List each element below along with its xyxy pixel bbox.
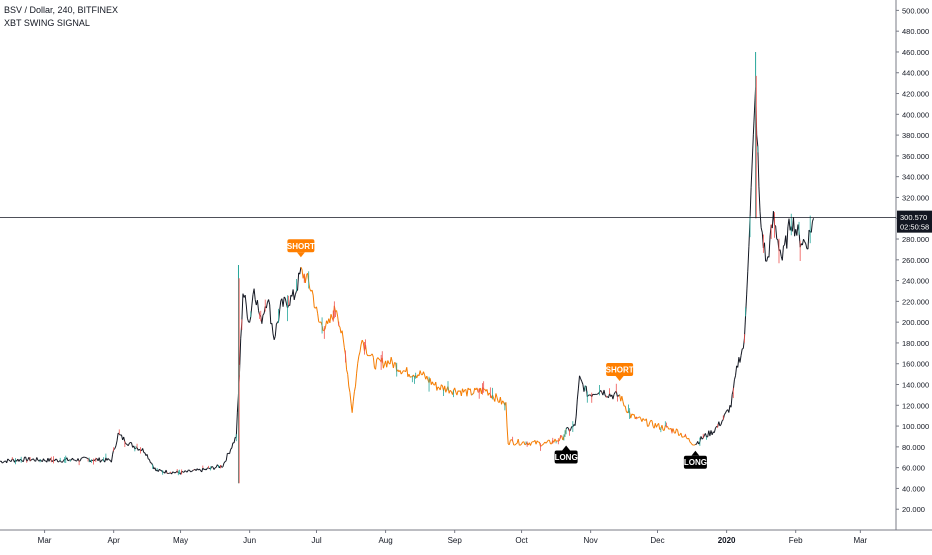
price-segment-long — [9, 460, 10, 461]
price-segment-long — [68, 460, 69, 461]
x-tick-label: 2020 — [718, 536, 736, 545]
y-tick-label: 180.000 — [902, 339, 929, 348]
signal-label-text: SHORT — [287, 242, 315, 251]
x-tick-label: Dec — [650, 536, 664, 545]
price-segment-long — [173, 472, 174, 473]
y-tick-label: 340.000 — [902, 173, 929, 182]
x-tick-label: Nov — [584, 536, 598, 545]
price-segment-long — [75, 460, 76, 461]
price-tag-value: 300.570 — [900, 213, 927, 222]
signal-label-text: LONG — [555, 453, 578, 462]
price-segment-short — [694, 444, 695, 445]
x-tick-label: Jun — [243, 536, 256, 545]
y-tick-label: 100.000 — [902, 422, 929, 431]
x-tick-label: Oct — [515, 536, 528, 545]
price-segment-long — [2, 462, 3, 463]
indicator-title[interactable]: XBT SWING SIGNAL — [4, 17, 118, 30]
price-segment-long — [175, 472, 176, 473]
x-tick-label: Aug — [378, 536, 392, 545]
chart-legend: BSV / Dollar, 240, BITFINEX XBT SWING SI… — [4, 4, 118, 30]
y-tick-label: 240.000 — [902, 277, 929, 286]
price-segment-short — [410, 377, 411, 378]
price-segment-short — [692, 445, 693, 446]
y-tick-label: 40.000 — [902, 484, 925, 493]
x-tick-label: Mar — [38, 536, 52, 545]
x-tick-label: Apr — [107, 536, 120, 545]
price-tag-countdown: 02:50:58 — [900, 223, 929, 232]
y-tick-label: 280.000 — [902, 235, 929, 244]
x-tick-label: Feb — [789, 536, 803, 545]
y-tick-label: 20.000 — [902, 505, 925, 514]
price-segment-short — [370, 355, 371, 356]
symbol-title[interactable]: BSV / Dollar, 240, BITFINEX — [4, 4, 118, 17]
price-segment-short — [319, 322, 320, 323]
y-tick-label: 500.000 — [902, 6, 929, 15]
y-tick-label: 320.000 — [902, 193, 929, 202]
y-tick-label: 120.000 — [902, 401, 929, 410]
price-segment-long — [185, 471, 186, 472]
price-segment-short — [368, 355, 369, 356]
price-segment-short — [516, 443, 517, 444]
price-segment-short — [679, 435, 680, 436]
y-tick-label: 400.000 — [902, 110, 929, 119]
price-segment-long — [567, 427, 568, 428]
signal-label-text: LONG — [684, 458, 707, 467]
y-tick-label: 460.000 — [902, 48, 929, 57]
y-tick-label: 80.000 — [902, 443, 925, 452]
signal-label-text: SHORT — [606, 365, 634, 374]
price-segment-long — [31, 459, 32, 460]
y-tick-label: 140.000 — [902, 381, 929, 390]
y-tick-label: 440.000 — [902, 69, 929, 78]
x-tick-label: May — [173, 536, 188, 545]
y-tick-label: 380.000 — [902, 131, 929, 140]
price-segment-short — [532, 442, 533, 443]
price-segment-long — [215, 467, 216, 468]
price-segment-long — [109, 460, 110, 461]
y-tick-label: 160.000 — [902, 360, 929, 369]
price-segment-long — [225, 461, 226, 462]
y-tick-label: 360.000 — [902, 152, 929, 161]
x-tick-label: Jul — [311, 536, 321, 545]
x-tick-label: Mar — [853, 536, 867, 545]
price-segment-long — [82, 457, 83, 458]
x-tick-label: Sep — [448, 536, 463, 545]
y-tick-label: 480.000 — [902, 27, 929, 36]
price-segment-long — [597, 393, 598, 394]
y-tick-label: 420.000 — [902, 90, 929, 99]
price-segment-long — [126, 444, 127, 445]
y-tick-label: 260.000 — [902, 256, 929, 265]
y-tick-label: 200.000 — [902, 318, 929, 327]
price-segment-short — [637, 417, 638, 418]
y-tick-label: 60.000 — [902, 464, 925, 473]
y-tick-label: 220.000 — [902, 297, 929, 306]
price-segment-long — [86, 458, 87, 459]
